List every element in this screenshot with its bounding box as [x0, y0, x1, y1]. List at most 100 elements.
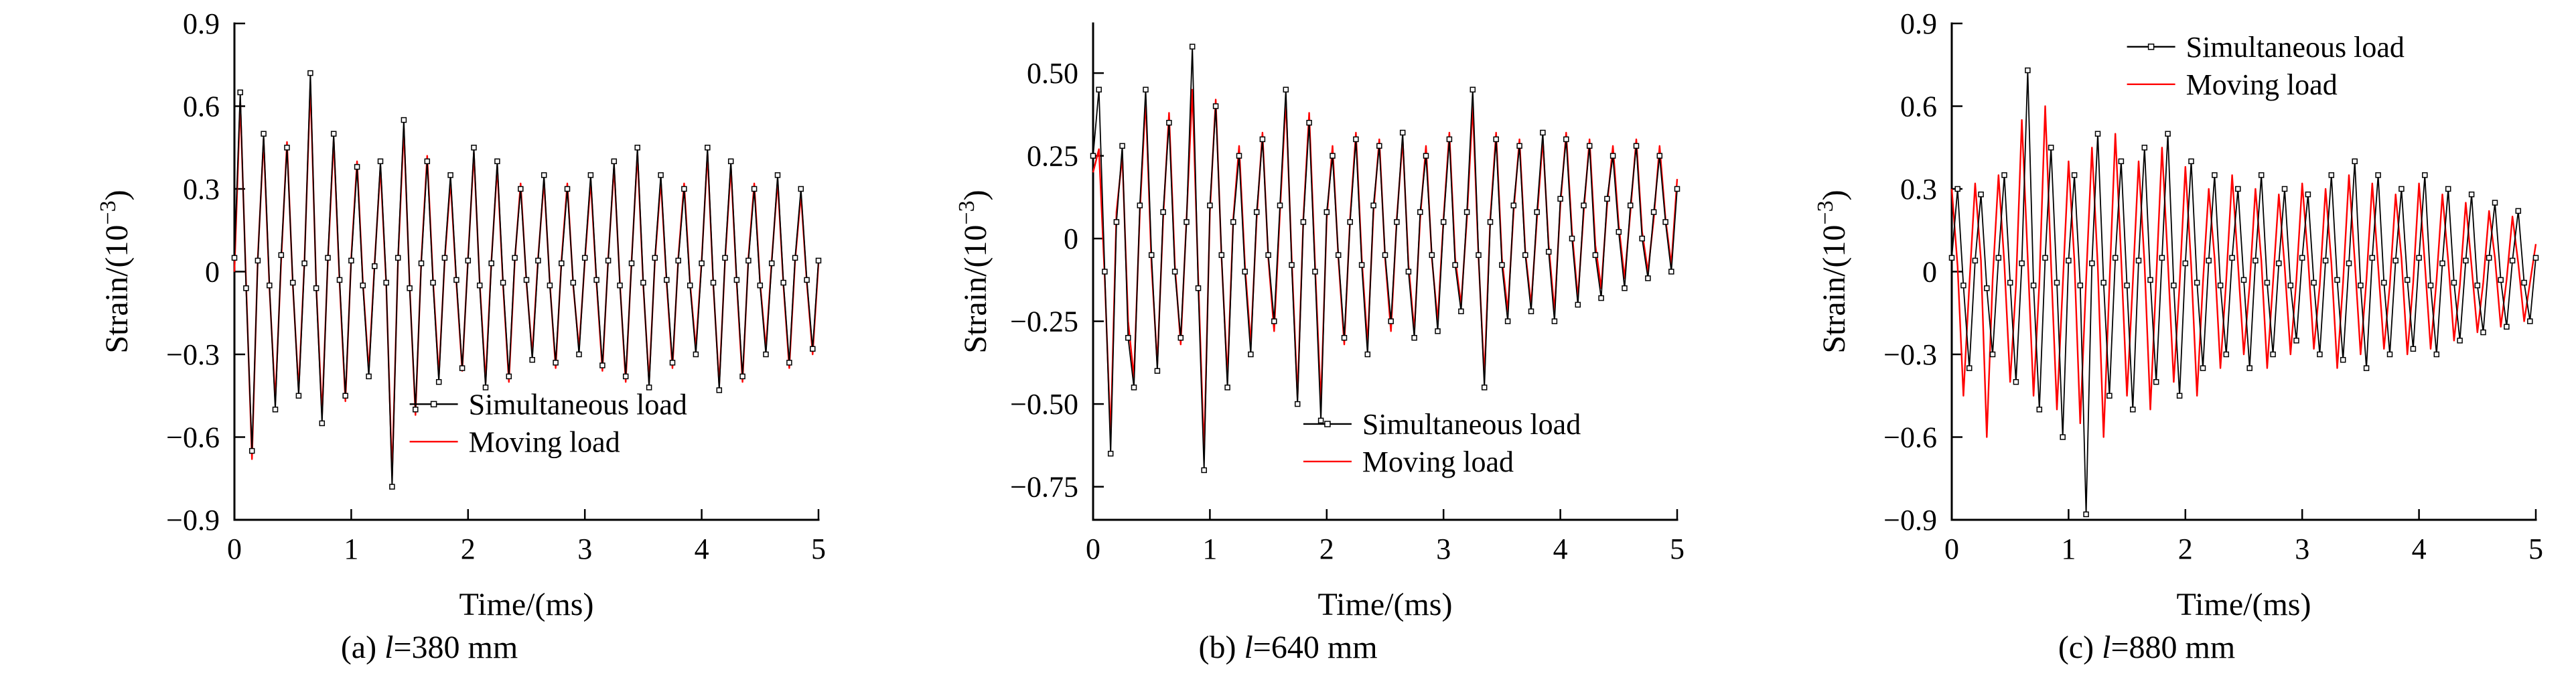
y-tick-label: −0.50 — [1010, 388, 1078, 421]
square-marker — [2217, 282, 2224, 289]
square-marker — [1504, 318, 1511, 324]
square-marker — [1358, 262, 1365, 268]
caption-suffix: =640 mm — [1253, 630, 1378, 665]
square-marker — [2066, 257, 2072, 264]
series-simultaneous-load — [231, 70, 822, 490]
square-marker — [2153, 378, 2159, 385]
square-marker — [669, 360, 676, 366]
x-axis-title: Time/(ms) — [2177, 587, 2311, 622]
square-marker — [1656, 153, 1663, 159]
y-tick-label: 0 — [1064, 222, 1078, 255]
square-marker — [1317, 417, 1324, 424]
square-marker — [1364, 351, 1371, 358]
square-marker — [1312, 269, 1318, 275]
square-marker — [447, 172, 453, 178]
square-marker — [2019, 260, 2025, 267]
square-marker — [1966, 365, 1973, 371]
square-marker — [751, 186, 758, 192]
square-marker — [710, 279, 717, 286]
caption-prefix: (a) — [340, 630, 385, 665]
square-marker — [1534, 209, 1540, 215]
square-marker — [401, 117, 407, 123]
square-marker — [664, 277, 670, 283]
square-marker — [786, 360, 792, 366]
square-marker — [1668, 269, 1674, 275]
square-marker — [1995, 255, 2002, 261]
square-marker — [1458, 308, 1464, 315]
square-marker — [1960, 282, 1966, 289]
square-marker — [1184, 219, 1190, 225]
square-marker — [1394, 219, 1400, 225]
y-tick-label: −0.75 — [1010, 471, 1078, 504]
square-marker — [336, 277, 343, 283]
series-simultaneous-load-line — [1092, 46, 1678, 471]
square-marker — [1429, 252, 1435, 259]
square-marker — [313, 285, 319, 291]
square-marker — [1306, 119, 1312, 126]
chart-panel-b: 0 1 2 3 4 5 0.50 0.25 0 −0.25 −0.50 −0.75 Time/(ms) S… — [859, 0, 1717, 696]
square-marker — [1463, 209, 1470, 215]
square-marker — [2200, 365, 2206, 371]
square-marker — [1674, 186, 1680, 192]
y-tick-label: 0.6 — [183, 90, 220, 123]
square-marker — [319, 420, 326, 427]
square-marker — [330, 131, 337, 137]
square-marker — [2071, 172, 2078, 178]
square-marker — [255, 257, 261, 264]
square-marker — [1137, 202, 1143, 208]
square-marker — [1627, 202, 1634, 208]
square-marker — [1639, 235, 1645, 242]
square-marker — [745, 257, 752, 264]
square-marker — [1330, 153, 1336, 159]
square-marker — [1277, 202, 1283, 208]
square-marker — [482, 385, 489, 391]
square-marker — [1177, 335, 1184, 341]
square-marker — [295, 393, 302, 399]
square-marker — [2328, 172, 2335, 178]
square-marker — [231, 255, 238, 261]
chart-b-canvas: 0 1 2 3 4 5 0.50 0.25 0 −0.25 −0.50 −0.75 Time/(ms) S… — [954, 22, 1685, 622]
x-tick-label: 2 — [1319, 533, 1334, 565]
square-marker — [2392, 257, 2399, 264]
y-tick-label: 0.6 — [1900, 90, 1937, 123]
square-marker — [1440, 219, 1447, 225]
square-marker — [1166, 119, 1172, 126]
square-marker — [1598, 295, 1604, 301]
series-moving-load — [1950, 105, 2537, 438]
square-marker — [2235, 186, 2241, 192]
square-marker — [815, 257, 822, 264]
y-tick-label: −0.9 — [166, 504, 220, 537]
square-marker — [1481, 385, 1488, 391]
square-marker — [1265, 252, 1271, 259]
square-marker — [1248, 351, 1254, 358]
square-marker — [611, 158, 618, 165]
square-marker — [564, 186, 571, 192]
square-marker — [389, 484, 395, 490]
square-marker — [2439, 260, 2445, 267]
square-marker — [1207, 202, 1213, 208]
square-marker — [2124, 282, 2130, 289]
square-marker — [1090, 153, 1096, 159]
square-marker — [2007, 279, 2013, 286]
square-marker — [553, 360, 559, 366]
square-marker — [646, 385, 652, 391]
square-marker — [2492, 200, 2498, 206]
square-marker — [1125, 335, 1131, 341]
square-marker — [395, 255, 401, 261]
square-marker — [1435, 328, 1441, 334]
square-marker — [1218, 252, 1225, 259]
square-marker — [523, 277, 530, 283]
square-marker — [2445, 186, 2451, 192]
square-marker — [1989, 351, 1996, 358]
square-marker — [1388, 318, 1394, 324]
square-marker — [559, 260, 565, 267]
chart-panel-c: 0 1 2 3 4 5 0.9 0.6 0.3 0 −0.3 −0.6 −0.9 Time/(ms) Str… — [1717, 0, 2576, 696]
legend-label: Moving load — [469, 425, 620, 458]
x-tick-label: 4 — [2412, 533, 2427, 565]
square-marker — [2468, 191, 2475, 198]
legend-label: Simultaneous load — [1362, 408, 1581, 441]
square-marker — [237, 89, 243, 96]
square-marker — [2521, 279, 2527, 286]
square-marker — [2527, 318, 2533, 324]
square-marker — [2159, 255, 2165, 261]
